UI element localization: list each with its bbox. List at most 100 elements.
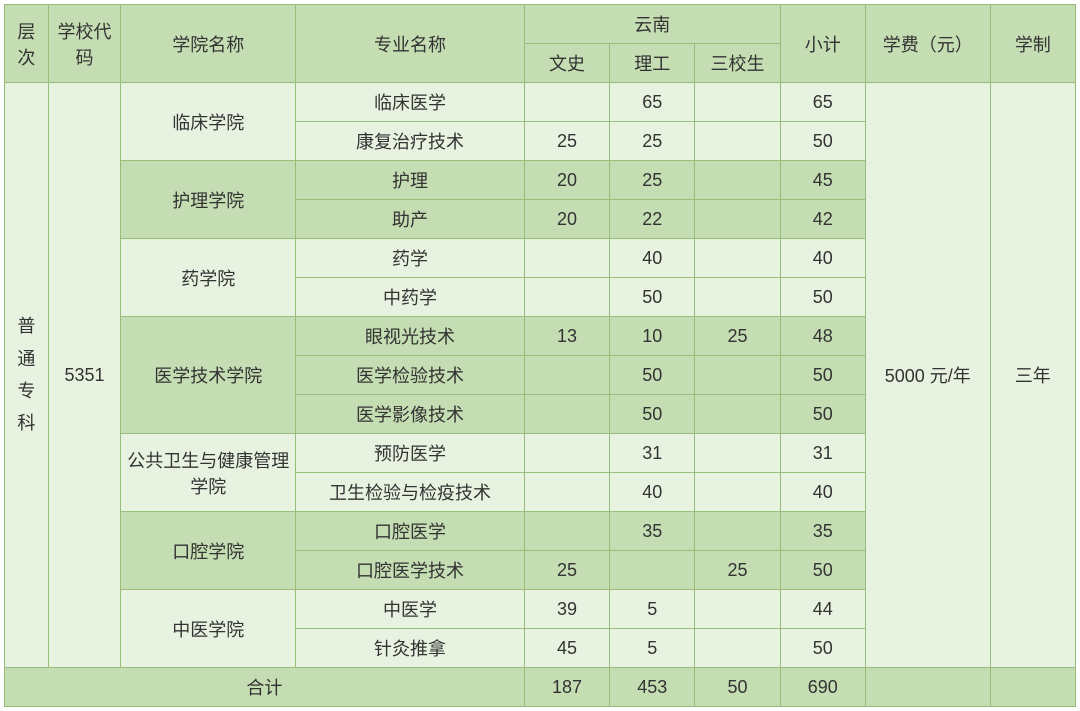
value-c: 25 (695, 317, 780, 356)
value-subtotal: 44 (780, 590, 865, 629)
major-cell: 医学检验技术 (296, 356, 525, 395)
value-a (524, 473, 609, 512)
total-t: 690 (780, 668, 865, 707)
value-b: 22 (610, 200, 695, 239)
value-a (524, 239, 609, 278)
header-code: 学校代码 (48, 5, 121, 83)
value-subtotal: 50 (780, 629, 865, 668)
total-blank (990, 668, 1075, 707)
major-cell: 预防医学 (296, 434, 525, 473)
value-a (524, 395, 609, 434)
header-sub1: 文史 (524, 44, 609, 83)
total-label: 合计 (5, 668, 525, 707)
major-cell: 康复治疗技术 (296, 122, 525, 161)
value-c (695, 629, 780, 668)
value-c (695, 161, 780, 200)
value-a: 39 (524, 590, 609, 629)
school-cell: 公共卫生与健康管理学院 (121, 434, 296, 512)
table-row: 普通专科5351临床学院临床医学65655000 元/年三年 (5, 83, 1076, 122)
total-b: 453 (610, 668, 695, 707)
major-cell: 医学影像技术 (296, 395, 525, 434)
value-a (524, 512, 609, 551)
value-c (695, 395, 780, 434)
major-cell: 卫生检验与检疫技术 (296, 473, 525, 512)
value-c (695, 473, 780, 512)
value-c (695, 83, 780, 122)
value-subtotal: 50 (780, 551, 865, 590)
value-b: 40 (610, 239, 695, 278)
value-subtotal: 42 (780, 200, 865, 239)
value-subtotal: 31 (780, 434, 865, 473)
school-cell: 药学院 (121, 239, 296, 317)
header-school: 学院名称 (121, 5, 296, 83)
value-b: 25 (610, 122, 695, 161)
school-cell: 口腔学院 (121, 512, 296, 590)
major-cell: 眼视光技术 (296, 317, 525, 356)
value-a: 25 (524, 122, 609, 161)
value-subtotal: 50 (780, 278, 865, 317)
total-a: 187 (524, 668, 609, 707)
value-a: 13 (524, 317, 609, 356)
value-c (695, 239, 780, 278)
value-b: 50 (610, 395, 695, 434)
header-fee: 学费（元） (865, 5, 990, 83)
major-cell: 口腔医学 (296, 512, 525, 551)
value-c (695, 434, 780, 473)
value-subtotal: 65 (780, 83, 865, 122)
value-c (695, 356, 780, 395)
header-region: 云南 (524, 5, 780, 44)
major-cell: 助产 (296, 200, 525, 239)
total-c: 50 (695, 668, 780, 707)
total-row: 合计18745350690 (5, 668, 1076, 707)
value-b (610, 551, 695, 590)
code-cell: 5351 (48, 83, 121, 668)
value-b: 50 (610, 356, 695, 395)
major-cell: 口腔医学技术 (296, 551, 525, 590)
value-a: 45 (524, 629, 609, 668)
value-subtotal: 50 (780, 395, 865, 434)
value-b: 25 (610, 161, 695, 200)
header-sub2: 理工 (610, 44, 695, 83)
major-cell: 中医学 (296, 590, 525, 629)
value-b: 50 (610, 278, 695, 317)
school-cell: 护理学院 (121, 161, 296, 239)
value-b: 65 (610, 83, 695, 122)
admissions-table: 层次 学校代码 学院名称 专业名称 云南 小计 学费（元） 学制 文史 理工 三… (4, 4, 1076, 707)
value-a: 20 (524, 161, 609, 200)
value-a (524, 356, 609, 395)
value-c (695, 122, 780, 161)
school-cell: 医学技术学院 (121, 317, 296, 434)
duration-cell: 三年 (990, 83, 1075, 668)
value-subtotal: 40 (780, 473, 865, 512)
level-cell: 普通专科 (5, 83, 49, 668)
value-a (524, 434, 609, 473)
value-a (524, 83, 609, 122)
major-cell: 临床医学 (296, 83, 525, 122)
major-cell: 药学 (296, 239, 525, 278)
header-level: 层次 (5, 5, 49, 83)
value-b: 40 (610, 473, 695, 512)
value-a (524, 278, 609, 317)
value-a: 25 (524, 551, 609, 590)
value-c: 25 (695, 551, 780, 590)
header-duration: 学制 (990, 5, 1075, 83)
fee-cell: 5000 元/年 (865, 83, 990, 668)
value-subtotal: 40 (780, 239, 865, 278)
value-b: 5 (610, 629, 695, 668)
major-cell: 护理 (296, 161, 525, 200)
total-blank (865, 668, 990, 707)
school-cell: 中医学院 (121, 590, 296, 668)
header-subtotal: 小计 (780, 5, 865, 83)
value-subtotal: 35 (780, 512, 865, 551)
value-b: 35 (610, 512, 695, 551)
major-cell: 针灸推拿 (296, 629, 525, 668)
value-subtotal: 50 (780, 122, 865, 161)
value-b: 31 (610, 434, 695, 473)
major-cell: 中药学 (296, 278, 525, 317)
value-a: 20 (524, 200, 609, 239)
header-major: 专业名称 (296, 5, 525, 83)
value-subtotal: 48 (780, 317, 865, 356)
school-cell: 临床学院 (121, 83, 296, 161)
value-subtotal: 45 (780, 161, 865, 200)
value-c (695, 512, 780, 551)
